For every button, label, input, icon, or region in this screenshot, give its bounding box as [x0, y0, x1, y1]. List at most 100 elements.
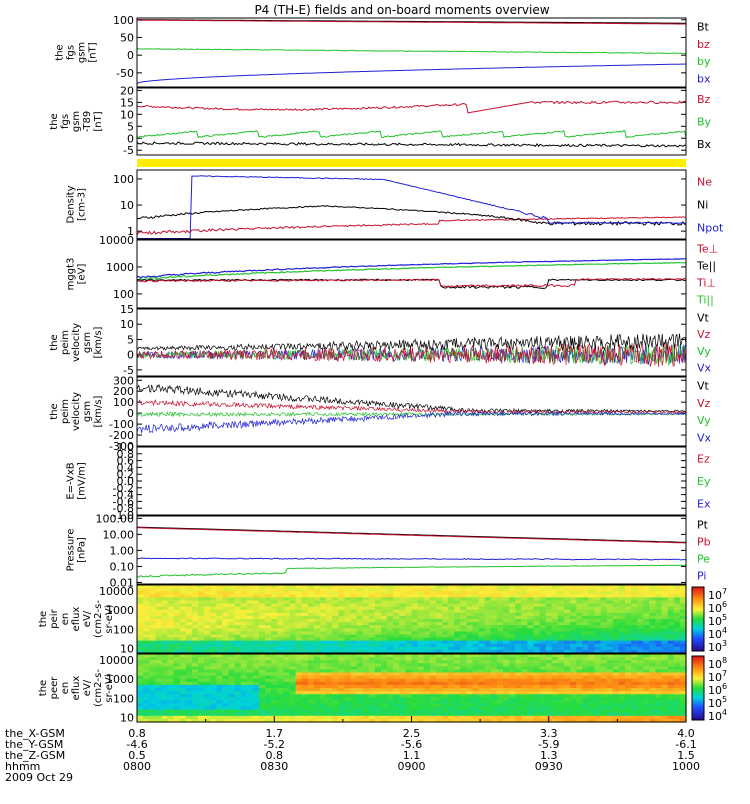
- spectrogram-cell: [673, 697, 681, 701]
- spectrogram-cell: [442, 672, 449, 677]
- spectrogram-cell: [429, 600, 437, 605]
- spectrogram-cell: [570, 718, 577, 723]
- spectrogram-cell: [283, 585, 291, 589]
- spectrogram-cell: [301, 703, 309, 708]
- spectrogram-cell: [606, 637, 614, 642]
- spectrogram-cell: [387, 712, 394, 717]
- spectrogram-cell: [381, 643, 388, 648]
- spectrogram-cell: [283, 649, 291, 654]
- spectrogram-cell: [265, 640, 272, 645]
- spectrogram-cell: [490, 718, 498, 723]
- spectrogram-cell: [625, 631, 632, 636]
- spectrogram-cell: [417, 615, 425, 620]
- spectrogram-cell: [618, 606, 626, 611]
- spectrogram-cell: [161, 625, 169, 629]
- spectrogram-cell: [435, 594, 443, 598]
- spectrogram-cell: [155, 709, 162, 714]
- spectrogram-cell: [332, 694, 339, 698]
- spectrogram-cell: [301, 588, 309, 592]
- spectrogram-cell: [649, 681, 657, 686]
- spectrogram-cell: [265, 691, 272, 695]
- spectrogram-cell: [283, 666, 291, 671]
- spectrogram-cell: [240, 603, 248, 608]
- spectrogram-cell: [161, 603, 169, 608]
- spectrogram-cell: [222, 672, 230, 677]
- spectrogram-cell: [240, 700, 248, 705]
- spectrogram-cell: [612, 609, 620, 614]
- spectrogram-cell: [252, 597, 260, 602]
- spectrogram-cell: [509, 585, 516, 589]
- spectrogram-cell: [326, 660, 333, 664]
- spectrogram-cell: [362, 622, 370, 626]
- spectrogram-cell: [265, 643, 272, 648]
- spectrogram-cell: [515, 666, 522, 671]
- spectrogram-cell: [332, 594, 339, 598]
- spectrogram-cell: [667, 688, 675, 692]
- spectrogram-cell: [252, 657, 260, 661]
- spectrogram-cell: [509, 681, 516, 686]
- spectrogram-cell: [246, 654, 254, 658]
- spectrogram-cell: [533, 615, 541, 620]
- spectrogram-cell: [411, 669, 419, 674]
- spectrogram-cell: [368, 594, 376, 598]
- x-gsm-value: 4.0: [677, 727, 695, 740]
- spectrogram-cell: [234, 594, 242, 598]
- spectrogram-cell: [295, 622, 303, 626]
- spectrogram-cell: [576, 606, 583, 611]
- spectrogram-cell: [643, 597, 650, 602]
- spectrogram-cell: [240, 585, 248, 589]
- spectrogram-cell: [167, 681, 175, 686]
- spectrogram-cell: [557, 697, 565, 701]
- y-axis-label-line: peir: [49, 608, 60, 628]
- spectrogram-cell: [307, 688, 315, 692]
- spectrogram-cell: [295, 631, 303, 636]
- spectrogram-cell: [618, 691, 626, 695]
- spectrogram-cell: [234, 640, 242, 645]
- spectrogram-cell: [344, 640, 352, 645]
- spectrogram-cell: [350, 643, 358, 648]
- y-axis-label: the peir en eflux eV/(cm2-s-sr-eV): [38, 600, 115, 638]
- spectrogram-cell: [393, 669, 400, 674]
- spectrogram-cell: [521, 606, 528, 611]
- spectrogram-cell: [405, 703, 413, 708]
- spectrogram-cell: [673, 703, 681, 708]
- spectrogram-cell: [381, 672, 388, 677]
- spectrogram-cell: [356, 631, 364, 636]
- spectrogram-cell: [496, 694, 504, 698]
- spectrogram-cell: [417, 646, 425, 651]
- spectrogram-cell: [228, 615, 236, 620]
- spectrogram-cell: [442, 709, 449, 714]
- spectrogram-cell: [368, 681, 376, 686]
- y-axis-label-line: eV/: [82, 610, 93, 627]
- spectrogram-cell: [679, 681, 687, 686]
- spectrogram-cell: [137, 591, 144, 595]
- spectrogram-cell: [637, 675, 644, 680]
- spectrogram-cell: [356, 663, 364, 667]
- spectrogram-cell: [301, 715, 309, 720]
- spectrogram-cell: [210, 606, 217, 611]
- spectrogram-cell: [228, 625, 236, 629]
- spectrogram-cell: [582, 700, 589, 705]
- spectrogram-cell: [252, 681, 260, 686]
- spectrogram-cell: [551, 634, 559, 639]
- spectrogram-cell: [649, 603, 657, 608]
- spectrogram-cell: [600, 591, 608, 595]
- spectrogram-cell: [399, 672, 406, 677]
- spectrogram-cell: [399, 715, 406, 720]
- spectrogram-cell: [673, 585, 681, 589]
- spectrogram-cell: [344, 628, 352, 632]
- spectrogram-cell: [588, 634, 596, 639]
- spectrogram-cell: [539, 688, 547, 692]
- spectrogram-cell: [344, 643, 352, 648]
- spectrogram-cell: [405, 585, 413, 589]
- spectrogram-cell: [204, 646, 211, 651]
- spectrogram-cell: [411, 619, 419, 623]
- spectrogram-cell: [649, 700, 657, 705]
- spectrogram-cell: [478, 594, 486, 598]
- spectrogram-cell: [228, 594, 236, 598]
- spectrogram-cell: [198, 631, 205, 636]
- spectrogram-cell: [149, 619, 156, 623]
- spectrogram-cell: [185, 709, 193, 714]
- spectrogram-cell: [381, 591, 388, 595]
- spectrogram-cell: [503, 666, 510, 671]
